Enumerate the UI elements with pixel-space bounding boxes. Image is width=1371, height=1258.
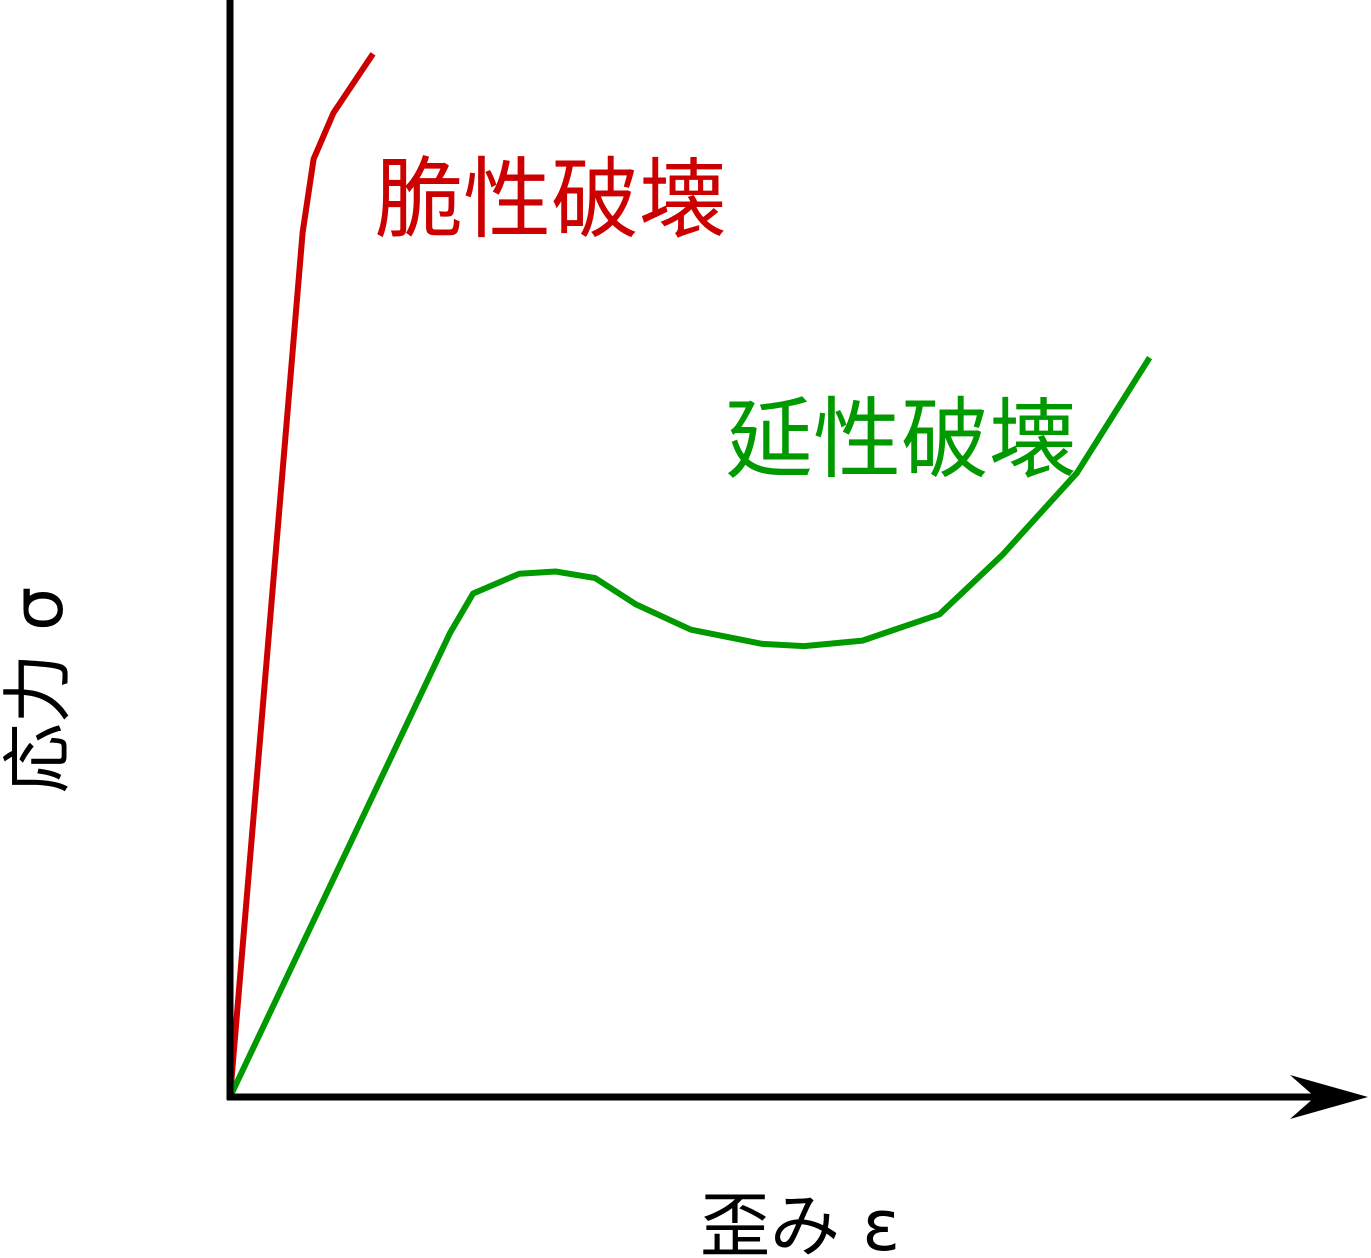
ductile-failure-curve [227,356,1153,1099]
x-axis-arrowhead [1290,1075,1368,1119]
brittle-failure-curve [227,52,376,1098]
series-label-ductile: 延性破壊 [725,388,1077,491]
series-label-brittle: 脆性破壊 [375,148,727,251]
y-axis-label: 応力 σ [0,587,79,794]
x-axis-label: 歪み ε [700,1185,900,1258]
plot-layer [227,52,1153,1099]
